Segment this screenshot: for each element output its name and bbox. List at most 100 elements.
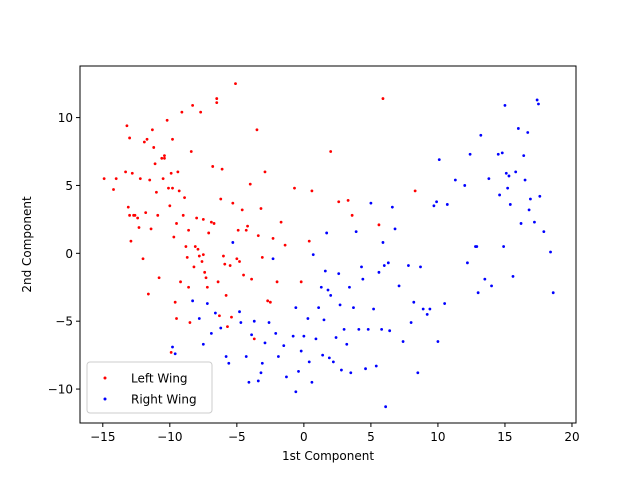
data-point-right-wing (317, 306, 321, 310)
data-point-left-wing (148, 178, 152, 182)
data-point-left-wing (231, 201, 235, 205)
data-point-right-wing (282, 344, 286, 348)
data-point-left-wing (263, 170, 267, 174)
data-point-right-wing (384, 405, 388, 409)
data-point-left-wing (203, 270, 207, 274)
data-point-left-wing (142, 140, 146, 144)
data-point-right-wing (533, 220, 536, 224)
data-point-right-wing (374, 364, 378, 368)
data-point-right-wing (425, 313, 429, 316)
data-point-left-wing (346, 198, 350, 202)
data-point-left-wing (192, 265, 196, 269)
data-point-right-wing (436, 340, 440, 343)
data-point-right-wing (397, 284, 401, 288)
data-point-left-wing (242, 273, 245, 277)
data-point-left-wing (165, 118, 169, 122)
legend-label-left-wing: Left Wing (131, 372, 188, 386)
data-point-left-wing (191, 103, 195, 107)
data-point-left-wing (238, 260, 241, 263)
x-tick-label: 20 (564, 430, 579, 444)
data-point-right-wing (527, 208, 531, 212)
data-point-left-wing (179, 280, 182, 284)
data-point-left-wing (204, 276, 208, 280)
data-point-left-wing (209, 220, 213, 224)
data-point-right-wing (285, 375, 288, 379)
data-point-right-wing (354, 230, 358, 234)
data-point-right-wing (213, 311, 217, 315)
data-point-right-wing (238, 310, 241, 314)
data-point-left-wing (201, 217, 205, 221)
data-point-left-wing (268, 300, 272, 304)
data-point-right-wing (523, 178, 527, 182)
data-point-left-wing (266, 299, 270, 303)
data-point-left-wing (150, 128, 154, 132)
data-point-right-wing (496, 152, 500, 156)
data-point-right-wing (537, 102, 540, 106)
data-point-left-wing (102, 177, 106, 181)
data-point-right-wing (209, 332, 213, 335)
data-point-left-wing (138, 177, 142, 181)
data-point-left-wing (215, 97, 219, 100)
data-point-left-wing (211, 165, 215, 168)
data-point-right-wing (227, 361, 231, 365)
legend-marker-right-wing (103, 397, 107, 401)
data-point-left-wing (169, 351, 173, 354)
data-point-right-wing (323, 269, 327, 273)
data-point-right-wing (401, 340, 405, 343)
plot-frame (79, 65, 577, 424)
data-point-left-wing (226, 325, 229, 329)
data-point-right-wing (483, 277, 487, 281)
data-point-right-wing (551, 291, 555, 295)
data-point-left-wing (197, 254, 201, 258)
data-point-right-wing (487, 177, 491, 181)
data-point-left-wing (275, 280, 279, 284)
legend-box (86, 361, 213, 414)
data-point-left-wing (218, 314, 221, 318)
data-point-right-wing (342, 327, 346, 331)
data-point-left-wing (199, 110, 203, 114)
data-point-left-wing (224, 294, 228, 297)
data-point-left-wing (156, 213, 160, 217)
data-point-left-wing (205, 285, 209, 289)
data-point-left-wing (173, 300, 177, 304)
data-point-left-wing (200, 260, 204, 263)
legend: Left Wing Right Wing (86, 361, 213, 414)
data-point-right-wing (519, 222, 523, 225)
data-point-left-wing (157, 276, 161, 280)
data-point-right-wing (349, 371, 353, 375)
data-point-left-wing (189, 150, 193, 153)
data-point-right-wing (334, 336, 338, 339)
data-point-right-wing (345, 342, 349, 346)
data-point-left-wing (175, 317, 178, 320)
data-point-left-wing (161, 177, 165, 181)
data-point-left-wing (187, 228, 190, 232)
data-point-right-wing (326, 288, 330, 292)
data-point-right-wing (412, 300, 416, 304)
data-point-left-wing (129, 239, 133, 243)
data-point-left-wing (188, 321, 192, 324)
data-point-right-wing (201, 342, 205, 346)
data-point-right-wing (357, 327, 361, 331)
data-point-right-wing (260, 361, 264, 365)
data-point-right-wing (271, 257, 275, 261)
data-point-right-wing (508, 203, 512, 206)
legend-marker-left-wing (103, 376, 107, 380)
x-tick-label: −15 (90, 430, 115, 444)
data-point-right-wing (247, 380, 251, 384)
data-point-left-wing (201, 253, 205, 257)
data-point-right-wing (468, 152, 472, 156)
data-point-left-wing (112, 188, 115, 191)
data-point-left-wing (153, 162, 157, 166)
data-point-left-wing (141, 257, 145, 261)
data-point-right-wing (244, 355, 248, 358)
data-point-right-wing (381, 241, 385, 244)
y-tick-label: −10 (48, 383, 73, 397)
data-point-right-wing (291, 334, 295, 338)
data-point-right-wing (307, 360, 311, 364)
data-point-left-wing (259, 207, 263, 210)
data-point-right-wing (294, 306, 298, 310)
x-tick-label: −10 (157, 430, 182, 444)
data-point-left-wing (130, 171, 134, 175)
data-point-left-wing (149, 227, 153, 231)
data-point-left-wing (252, 337, 256, 341)
